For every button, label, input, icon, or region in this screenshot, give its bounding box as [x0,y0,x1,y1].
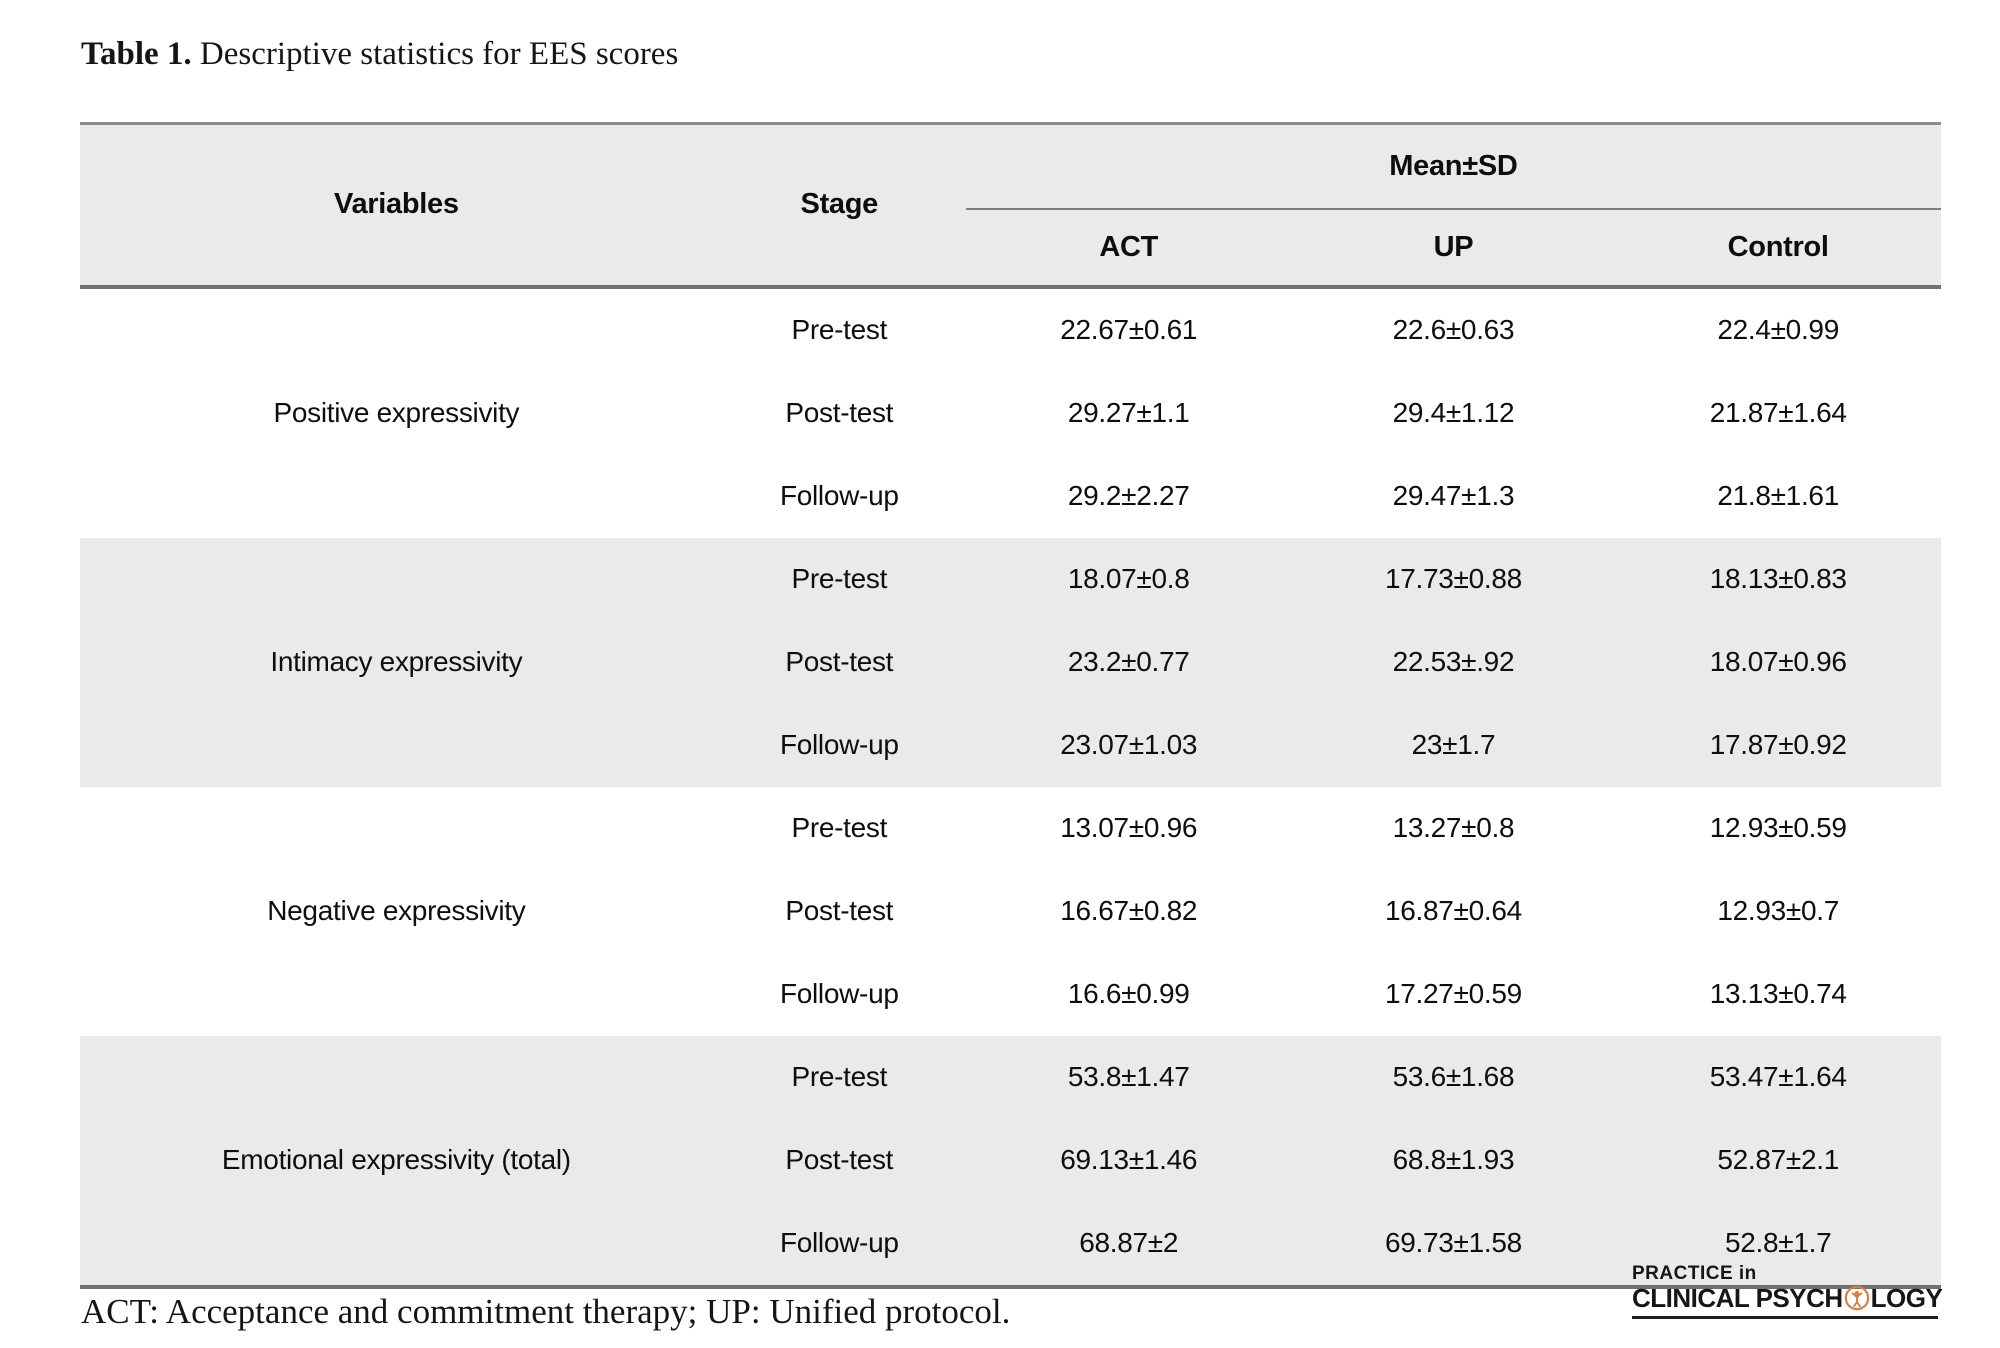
value-cell-up: 53.6±1.68 [1291,1035,1616,1119]
value-cell-control: 17.87±0.92 [1615,703,1941,787]
table-footnote: ACT: Acceptance and commitment therapy; … [81,1292,1011,1331]
value-cell-act: 23.07±1.03 [965,703,1292,787]
value-cell-up: 23±1.7 [1291,703,1616,787]
value-cell-act: 23.2±0.77 [965,620,1292,704]
value-cell-control: 12.93±0.7 [1615,869,1941,953]
value-cell-control: 18.07±0.96 [1615,620,1941,704]
stage-cell: Post-test [712,620,966,704]
value-cell-act: 29.27±1.1 [965,371,1292,455]
value-cell-up: 68.8±1.93 [1291,1118,1616,1202]
stage-cell: Follow-up [712,952,966,1036]
stage-cell: Post-test [712,869,966,953]
value-cell-control: 21.8±1.61 [1615,454,1941,538]
stage-cell: Post-test [712,1118,966,1202]
column-header-stage: Stage [712,123,966,287]
stage-cell: Follow-up [712,1201,966,1287]
value-cell-control: 18.13±0.83 [1615,537,1941,621]
value-cell-act: 18.07±0.8 [965,537,1292,621]
column-header-act: ACT [965,208,1292,287]
column-header-up: UP [1291,208,1616,287]
stage-cell: Post-test [712,371,966,455]
value-cell-act: 29.2±2.27 [965,454,1292,538]
table-row: Positive expressivity Pre-test 22.67±0.6… [80,286,1941,538]
table-row: Follow-up 29.2±2.27 29.47±1.3 21.8±1.61 [80,454,1941,538]
stage-cell: Follow-up [712,703,966,787]
value-cell-control: 53.47±1.64 [1615,1035,1941,1119]
journal-logo: PRACTICE in CLINICAL PSYCH LOGY [1632,1263,1943,1319]
stage-cell: Pre-test [712,537,966,621]
value-cell-control: 52.8±1.7 [1615,1201,1941,1287]
value-cell-control: 12.93±0.59 [1615,786,1941,870]
table-row: Follow-up 23.07±1.03 23±1.7 17.87±0.92 [80,703,1941,787]
value-cell-act: 68.87±2 [965,1201,1292,1287]
value-cell-up: 17.27±0.59 [1291,952,1616,1036]
variable-cell: Intimacy expressivity [80,537,713,787]
data-table: Variables Stage Mean±SD ACT UP Control P… [80,122,1941,1289]
journal-logo-line1: PRACTICE in [1632,1263,1757,1284]
value-cell-control: 52.87±2.1 [1615,1118,1941,1202]
value-cell-act: 13.07±0.96 [965,786,1292,870]
table-header: Variables Stage Mean±SD ACT UP Control [80,123,1941,287]
table-row: Post-test 16.67±0.82 16.87±0.64 12.93±0.… [80,869,1941,953]
table-row: Post-test 29.27±1.1 29.4±1.12 21.87±1.64 [80,371,1941,455]
column-header-control: Control [1615,208,1941,287]
value-cell-up: 29.47±1.3 [1291,454,1616,538]
section-positive-expressivity: Positive expressivity Pre-test 22.67±0.6… [80,286,1941,538]
table-title-label: Table 1. [81,36,192,72]
value-cell-control: 13.13±0.74 [1615,952,1941,1036]
stage-cell: Pre-test [712,786,966,870]
variable-cell: Emotional expressivity (total) [80,1035,713,1287]
value-cell-up: 17.73±0.88 [1291,537,1616,621]
section-negative-expressivity: Negative expressivity Pre-test 13.07±0.9… [80,786,1941,1036]
table-row: Follow-up 68.87±2 69.73±1.58 52.8±1.7 [80,1201,1941,1287]
value-cell-act: 16.6±0.99 [965,952,1292,1036]
section-emotional-expressivity-total: Emotional expressivity (total) Pre-test … [80,1035,1941,1287]
value-cell-act: 53.8±1.47 [965,1035,1292,1119]
journal-logo-line2: CLINICAL PSYCH LOGY [1632,1282,1943,1313]
value-cell-control: 22.4±0.99 [1615,286,1941,372]
value-cell-up: 13.27±0.8 [1291,786,1616,870]
value-cell-act: 69.13±1.46 [965,1118,1292,1202]
value-cell-up: 22.53±.92 [1291,620,1616,704]
column-header-mean-sd: Mean±SD [965,123,1941,210]
table-row: Follow-up 16.6±0.99 17.27±0.59 13.13±0.7… [80,952,1941,1036]
value-cell-act: 16.67±0.82 [965,869,1292,953]
value-cell-up: 22.6±0.63 [1291,286,1616,372]
table-row: Post-test 23.2±0.77 22.53±.92 18.07±0.96 [80,620,1941,704]
value-cell-up: 29.4±1.12 [1291,371,1616,455]
table-row: Intimacy expressivity Pre-test 18.07±0.8… [80,537,1941,787]
stage-cell: Pre-test [712,286,966,372]
column-header-variables: Variables [80,123,713,287]
descriptive-statistics-table: Variables Stage Mean±SD ACT UP Control P… [80,122,1941,1289]
value-cell-act: 22.67±0.61 [965,286,1292,372]
value-cell-up: 16.87±0.64 [1291,869,1616,953]
table-title: Table 1. Descriptive statistics for EES … [81,36,678,73]
table-title-text: Descriptive statistics for EES scores [191,36,679,72]
table-row: Emotional expressivity (total) Pre-test … [80,1035,1941,1287]
stage-cell: Follow-up [712,454,966,538]
stage-cell: Pre-test [712,1035,966,1119]
person-in-circle-icon [1844,1285,1870,1311]
table-row: Negative expressivity Pre-test 13.07±0.9… [80,786,1941,1036]
table-row: Post-test 69.13±1.46 68.8±1.93 52.87±2.1 [80,1118,1941,1202]
journal-logo-line2-after: LOGY [1870,1282,1943,1313]
section-intimacy-expressivity: Intimacy expressivity Pre-test 18.07±0.8… [80,537,1941,787]
value-cell-control: 21.87±1.64 [1615,371,1941,455]
variable-cell: Negative expressivity [80,786,713,1036]
variable-cell: Positive expressivity [80,286,713,538]
journal-logo-line2-before: CLINICAL PSYCH [1632,1282,1843,1313]
value-cell-up: 69.73±1.58 [1291,1201,1616,1287]
